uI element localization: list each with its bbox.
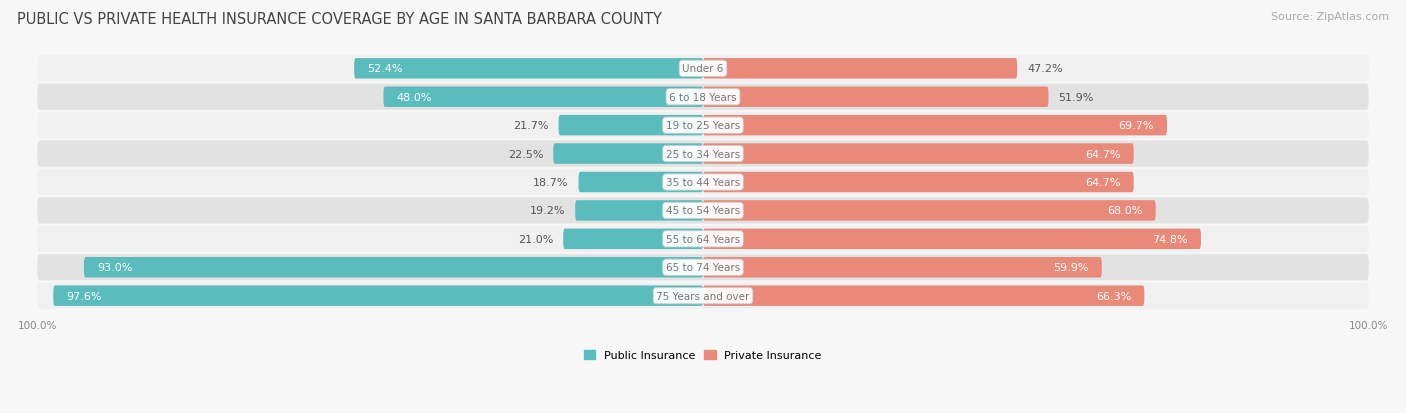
FancyBboxPatch shape xyxy=(553,144,703,164)
Text: 66.3%: 66.3% xyxy=(1095,291,1130,301)
FancyBboxPatch shape xyxy=(558,116,703,136)
Text: 55 to 64 Years: 55 to 64 Years xyxy=(666,234,740,244)
Text: 25 to 34 Years: 25 to 34 Years xyxy=(666,149,740,159)
FancyBboxPatch shape xyxy=(703,144,1133,164)
FancyBboxPatch shape xyxy=(703,201,1156,221)
Text: 48.0%: 48.0% xyxy=(396,93,432,102)
Text: 64.7%: 64.7% xyxy=(1085,149,1121,159)
FancyBboxPatch shape xyxy=(703,59,1017,79)
Text: 69.7%: 69.7% xyxy=(1118,121,1154,131)
FancyBboxPatch shape xyxy=(703,116,1167,136)
Text: 47.2%: 47.2% xyxy=(1028,64,1063,74)
Text: 59.9%: 59.9% xyxy=(1053,263,1088,273)
Text: 93.0%: 93.0% xyxy=(97,263,132,273)
FancyBboxPatch shape xyxy=(384,87,703,108)
Text: 22.5%: 22.5% xyxy=(508,149,543,159)
FancyBboxPatch shape xyxy=(38,84,1368,111)
FancyBboxPatch shape xyxy=(354,59,703,79)
Text: 35 to 44 Years: 35 to 44 Years xyxy=(666,178,740,188)
Text: 51.9%: 51.9% xyxy=(1059,93,1094,102)
FancyBboxPatch shape xyxy=(703,172,1133,193)
FancyBboxPatch shape xyxy=(575,201,703,221)
FancyBboxPatch shape xyxy=(38,169,1368,196)
Text: 68.0%: 68.0% xyxy=(1107,206,1142,216)
Text: 6 to 18 Years: 6 to 18 Years xyxy=(669,93,737,102)
FancyBboxPatch shape xyxy=(38,113,1368,139)
Text: 21.0%: 21.0% xyxy=(517,234,553,244)
FancyBboxPatch shape xyxy=(84,257,703,278)
FancyBboxPatch shape xyxy=(703,257,1102,278)
Text: 18.7%: 18.7% xyxy=(533,178,568,188)
FancyBboxPatch shape xyxy=(578,172,703,193)
Text: 21.7%: 21.7% xyxy=(513,121,548,131)
FancyBboxPatch shape xyxy=(53,286,703,306)
FancyBboxPatch shape xyxy=(38,283,1368,309)
Text: 64.7%: 64.7% xyxy=(1085,178,1121,188)
Legend: Public Insurance, Private Insurance: Public Insurance, Private Insurance xyxy=(579,346,827,365)
FancyBboxPatch shape xyxy=(703,229,1201,249)
Text: Source: ZipAtlas.com: Source: ZipAtlas.com xyxy=(1271,12,1389,22)
Text: PUBLIC VS PRIVATE HEALTH INSURANCE COVERAGE BY AGE IN SANTA BARBARA COUNTY: PUBLIC VS PRIVATE HEALTH INSURANCE COVER… xyxy=(17,12,662,27)
FancyBboxPatch shape xyxy=(564,229,703,249)
FancyBboxPatch shape xyxy=(38,226,1368,252)
Text: 75 Years and over: 75 Years and over xyxy=(657,291,749,301)
FancyBboxPatch shape xyxy=(38,254,1368,281)
Text: 19.2%: 19.2% xyxy=(530,206,565,216)
Text: 19 to 25 Years: 19 to 25 Years xyxy=(666,121,740,131)
FancyBboxPatch shape xyxy=(38,56,1368,82)
Text: 65 to 74 Years: 65 to 74 Years xyxy=(666,263,740,273)
FancyBboxPatch shape xyxy=(703,87,1049,108)
Text: 97.6%: 97.6% xyxy=(66,291,103,301)
FancyBboxPatch shape xyxy=(703,286,1144,306)
Text: 52.4%: 52.4% xyxy=(367,64,404,74)
FancyBboxPatch shape xyxy=(38,141,1368,167)
FancyBboxPatch shape xyxy=(38,198,1368,224)
Text: 74.8%: 74.8% xyxy=(1152,234,1188,244)
Text: 45 to 54 Years: 45 to 54 Years xyxy=(666,206,740,216)
Text: Under 6: Under 6 xyxy=(682,64,724,74)
